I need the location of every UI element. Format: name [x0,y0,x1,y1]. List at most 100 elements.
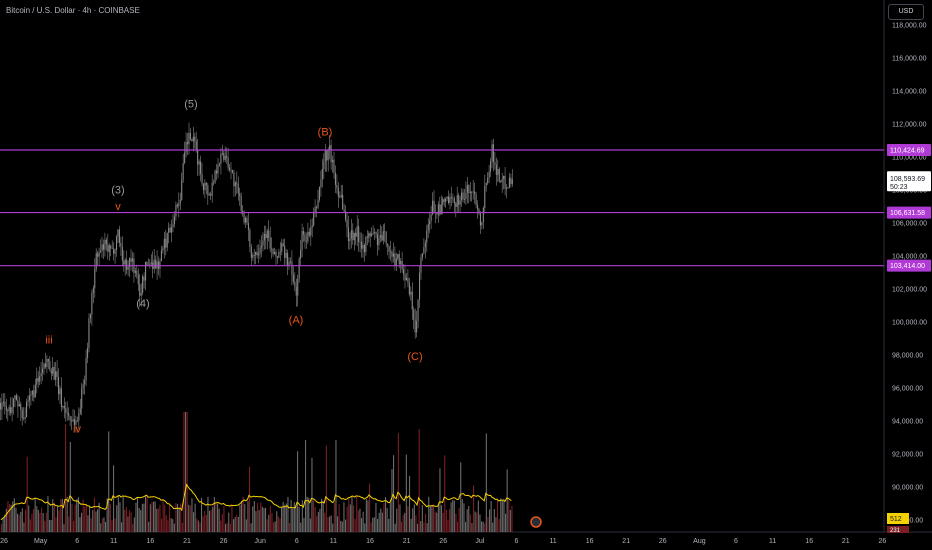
volume-bar [372,517,374,532]
candle-body [94,268,96,289]
volume-bar [242,496,244,532]
candle-body [95,253,97,269]
candle-body [256,251,258,256]
candle-body [445,198,447,202]
volume-bar [116,505,118,532]
candle-body [485,183,487,186]
currency-button[interactable]: USD [888,4,924,20]
volume-bar [129,510,131,532]
candle-body [76,420,78,422]
candle-body [66,412,68,414]
candle-body [495,164,497,175]
candle-body [140,292,142,296]
candle-body [388,245,390,252]
volume-bar [201,497,203,532]
volume-bar [55,517,57,532]
candle-body [31,390,33,395]
volume-bar [497,500,499,532]
volume-bar [95,511,97,532]
candle-body [269,238,271,249]
candle-body [378,237,380,246]
volume-bar [57,506,59,532]
candle-body [247,223,249,230]
volume-bar [217,503,219,532]
price-tick-label: 112,000.00 [892,122,927,129]
candle-body [33,390,35,398]
volume-bar [274,521,276,532]
volume-bar [245,519,247,532]
time-tick-label: Aug [693,538,706,545]
candle-body [75,420,77,425]
candle-body [134,270,136,273]
volume-bar [332,523,334,532]
time-tick-label: 6 [295,538,299,545]
candle-body [2,401,4,403]
volume-bar [79,517,81,532]
volume-bar [407,506,409,532]
candle-body [34,384,36,398]
candle-body [145,261,147,281]
volume-bar [89,506,91,532]
candle-body [153,259,155,269]
candle-body [304,234,306,242]
volume-bar [42,513,44,532]
volume-bar [410,518,412,532]
countdown-label: 50:23 [890,184,908,191]
time-tick-label: 11 [330,538,337,545]
candle-body [419,272,421,300]
candle-body [200,161,202,175]
candle-body [427,224,429,231]
candle-body [303,231,305,235]
volume-bar [317,511,319,532]
volume-bar [25,509,27,532]
volume-bar [285,503,287,532]
volume-bar [421,505,423,532]
volume-bar [359,508,361,532]
candle-body [166,232,168,248]
event-icon[interactable] [530,516,542,528]
volume-bar [92,510,94,532]
volume-bar [351,496,353,532]
candle-body [330,145,332,163]
candle-body [36,378,38,385]
candle-body [110,245,112,249]
candle-body [71,420,73,422]
candle-body [281,243,283,252]
candle-body [305,241,307,242]
volume-bar [361,518,363,532]
symbol-title[interactable]: Bitcoin / U.S. Dollar · 4h · COINBASE [6,6,140,15]
volume-bar [265,507,267,532]
candle-body [24,417,26,419]
candle-body [130,258,132,262]
candle-body [353,232,355,241]
level-price-label: 110,424.69 [890,147,925,154]
volume-bar [145,496,147,532]
candle-body [178,203,180,207]
candle-body [450,197,452,198]
candle-body [18,404,20,407]
candle-body [501,178,503,182]
volume-bar [127,516,129,532]
volume-bar [386,508,388,532]
candle-body [462,192,464,200]
candle-body [482,208,484,222]
candle-body [214,170,216,183]
candle-body [458,195,460,205]
candle-body [329,145,331,150]
candle-body [449,197,451,203]
volume-bar [308,497,310,532]
candle-body [4,401,6,407]
candle-body [430,214,432,221]
candle-body [81,387,83,409]
volume-bar [249,466,251,532]
candle-body [272,249,274,255]
volume-bar [329,516,331,532]
volume-bar [367,500,369,532]
candle-body [47,358,49,362]
time-tick-label: 21 [403,538,411,545]
candle-body [194,136,196,142]
candle-body [20,404,22,410]
candle-body [372,232,374,234]
candle-body [506,187,508,189]
